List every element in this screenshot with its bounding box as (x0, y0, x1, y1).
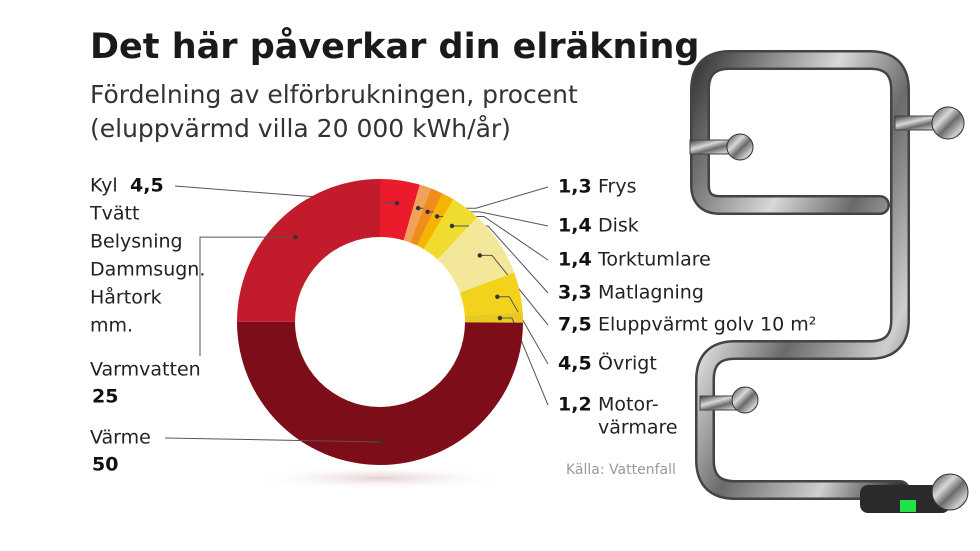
leader-line (479, 254, 549, 326)
category-label: Motor- (598, 394, 659, 416)
leader-dot (477, 253, 483, 258)
leader-dot (495, 294, 500, 299)
category-label: Kyl (90, 175, 118, 197)
value-label: 50 (92, 454, 118, 476)
category-label: Övrigt (598, 352, 657, 375)
leader-dot (497, 315, 503, 321)
category-label: Dammsugn. (90, 259, 205, 281)
leader-dot (415, 206, 421, 211)
leader-dot (449, 223, 455, 229)
leader-dot (434, 214, 440, 219)
donut-slice (459, 272, 523, 317)
donut-shadow (250, 466, 510, 490)
leader-line (164, 437, 380, 443)
leader-line (451, 225, 549, 294)
category-label: Belysning (90, 231, 183, 253)
towel-rail-illustration (689, 50, 969, 513)
value-label: 7,5 (558, 314, 592, 336)
category-label: Tvätt (89, 203, 139, 225)
leader-line (199, 236, 296, 356)
category-label: Varmvatten (90, 359, 201, 381)
category-label: Frys (598, 176, 637, 198)
leader-dot (425, 209, 430, 215)
category-label: Värme (90, 427, 151, 449)
value-label: 1,3 (558, 176, 592, 198)
leader-dot (377, 439, 382, 445)
donut-slice (237, 321, 523, 465)
value-label: 25 (92, 386, 118, 408)
value-label: 4,5 (558, 353, 592, 375)
category-label: mm. (90, 315, 133, 337)
value-label: 1,4 (558, 215, 592, 237)
value-label: 1,4 (558, 249, 592, 271)
category-label: Torktumlare (597, 249, 711, 271)
category-label: Matlagning (598, 282, 704, 304)
donut-slice (380, 179, 420, 241)
category-label: Disk (598, 215, 639, 237)
value-label: 4,5 (130, 175, 164, 197)
donut-slice (237, 179, 380, 322)
category-label: Eluppvärmt golv 10 m² (598, 314, 816, 336)
leader-dot (394, 200, 400, 206)
leader-line (499, 317, 549, 406)
chart-title: Det här påverkar din elräkning (90, 26, 699, 67)
source: Källa: Vattenfall (566, 462, 676, 478)
category-label: värmare (598, 417, 678, 439)
donut-slice (464, 311, 523, 323)
chart-subtitle: (eluppvärmd villa 20 000 kWh/år) (90, 114, 511, 143)
donut-slice (403, 184, 431, 243)
donut-slice (417, 193, 454, 250)
leader-line (497, 296, 549, 365)
value-label: 1,2 (558, 394, 592, 416)
chart-subtitle: Fördelning av elförbrukningen, procent (90, 80, 578, 109)
category-label: Hårtork (90, 286, 162, 309)
donut-slice (410, 188, 443, 246)
leader-dot (293, 234, 298, 240)
donut-slice (437, 217, 515, 293)
donut-slice (423, 199, 478, 260)
value-label: 3,3 (558, 282, 592, 304)
